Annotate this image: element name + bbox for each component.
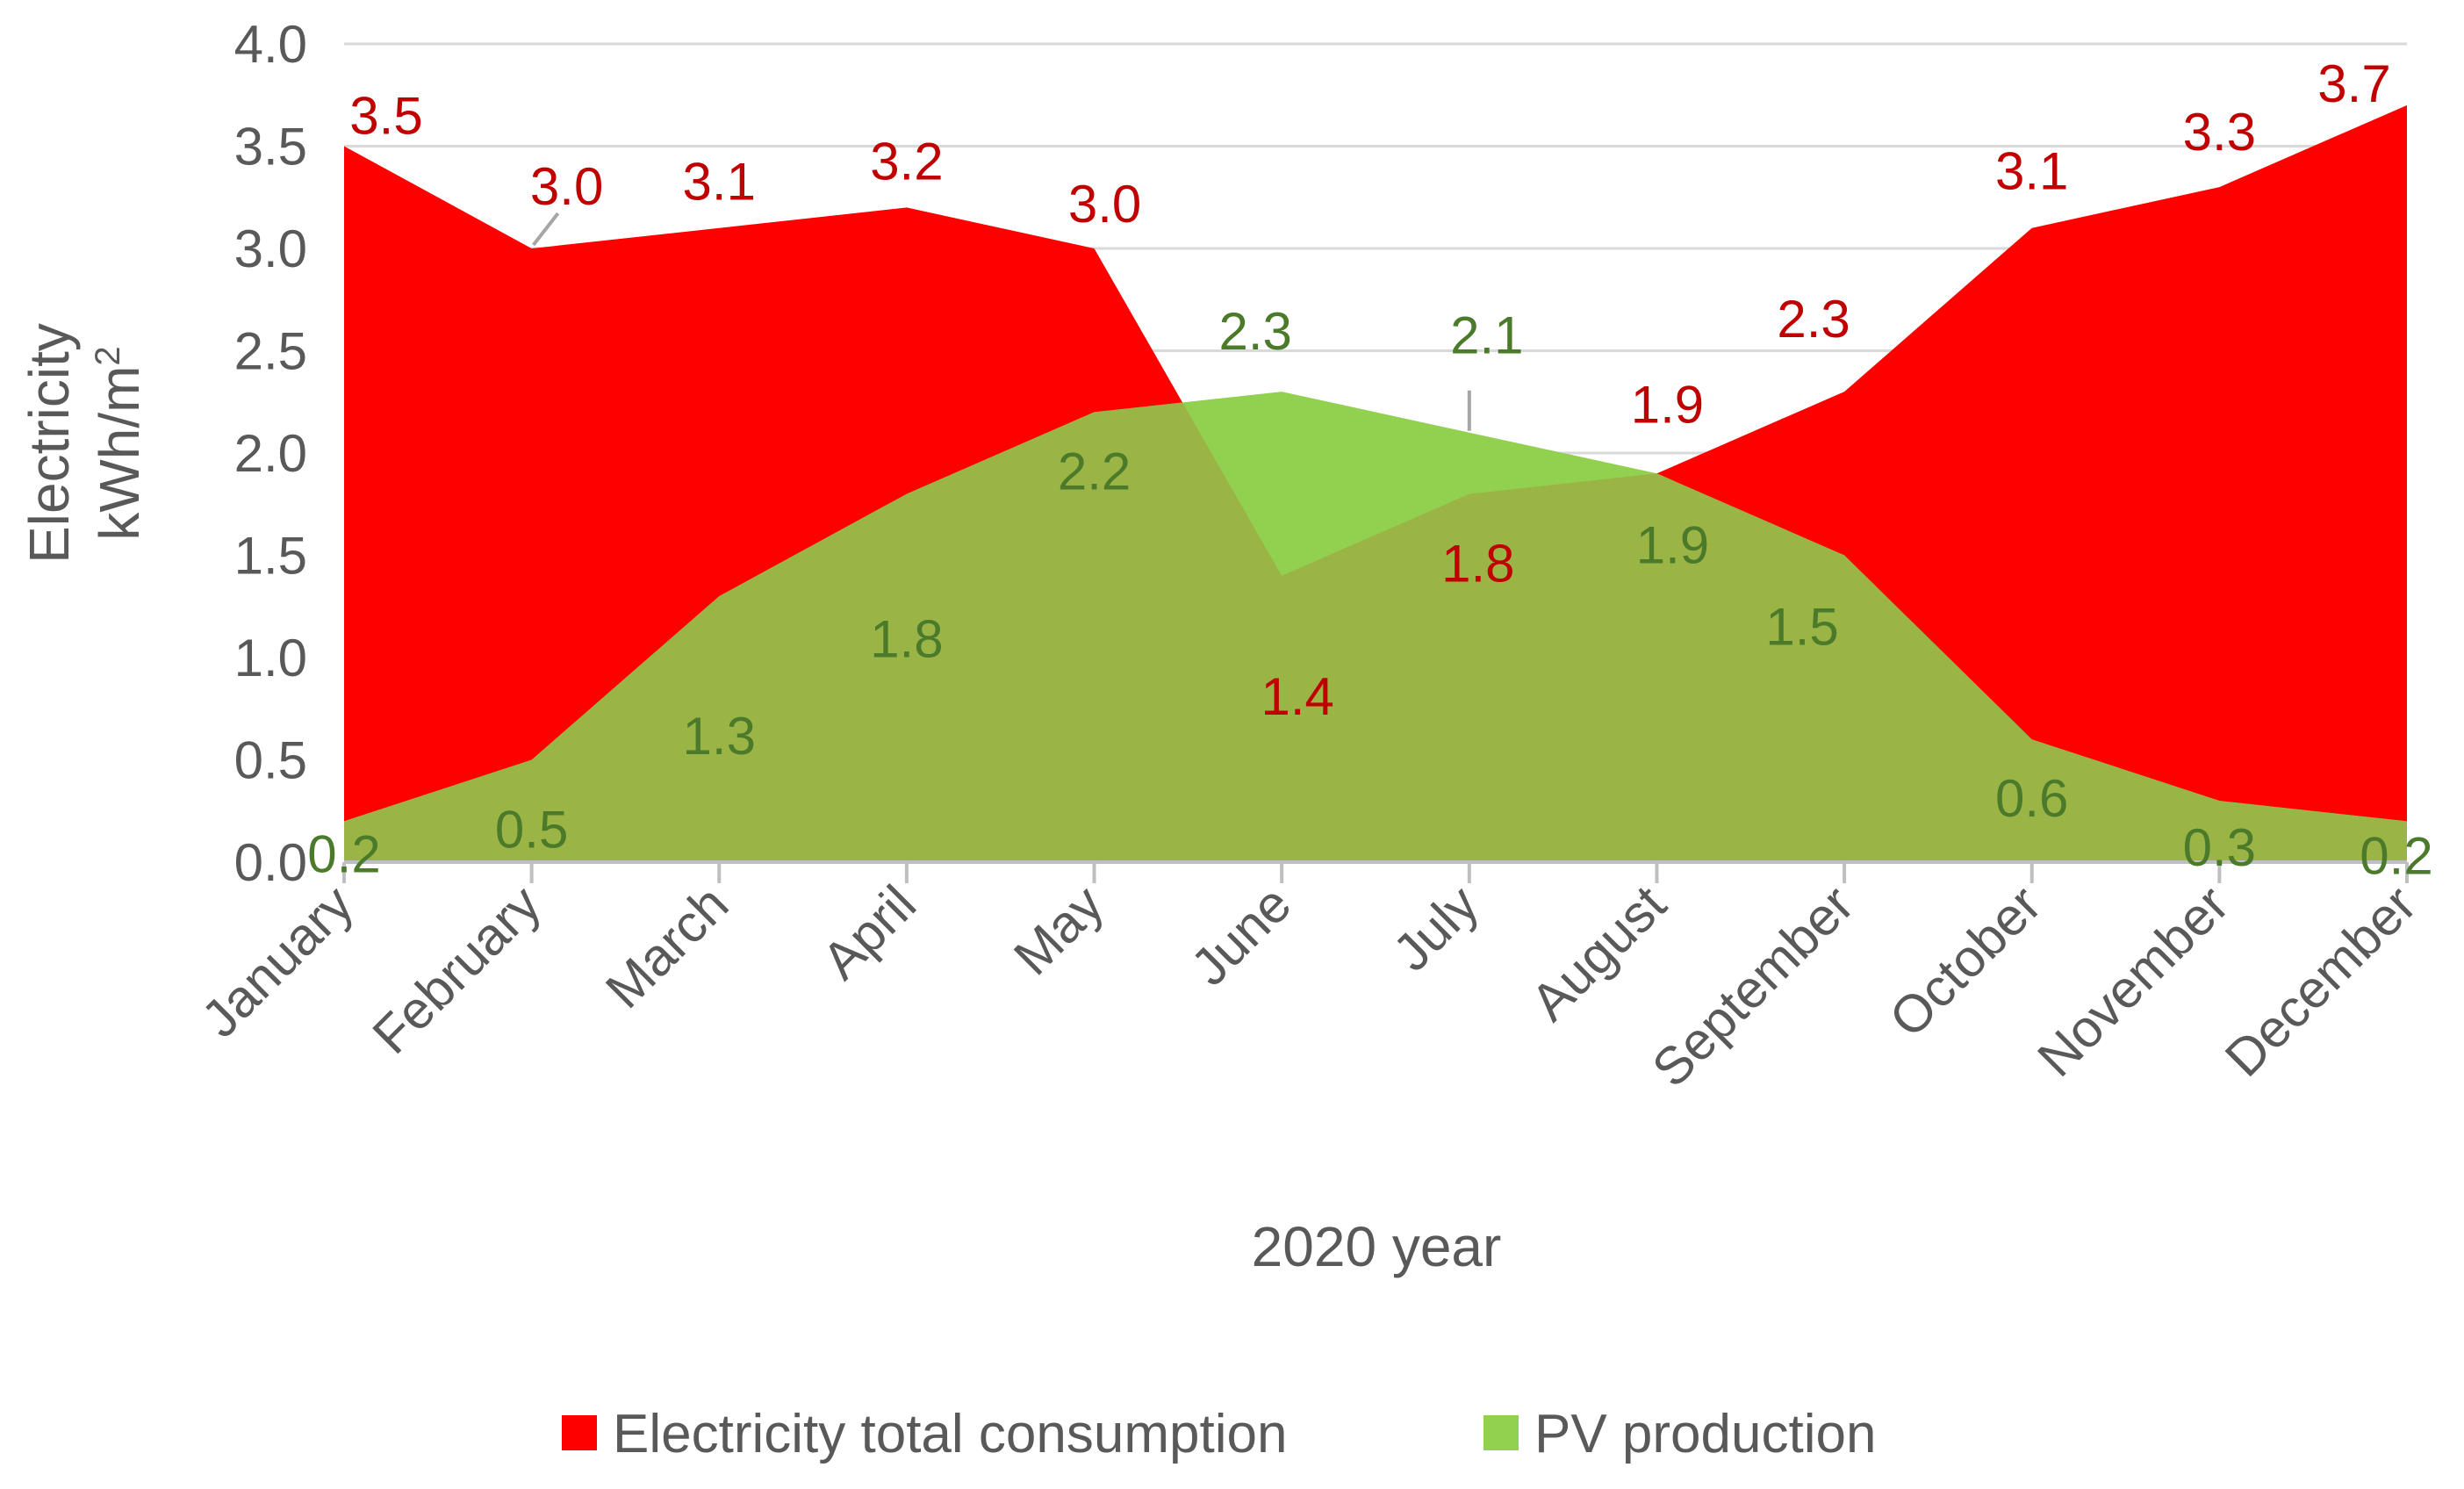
y-tick-label-3.0: 3.0 bbox=[234, 219, 307, 278]
x-tick-label-july: July bbox=[1382, 874, 1490, 982]
y-tick-label-2.0: 2.0 bbox=[234, 424, 307, 483]
data-label-pv-october: 0.6 bbox=[1995, 769, 2068, 828]
legend: Electricity total consumption PV product… bbox=[562, 1404, 1876, 1464]
y-tick-label-2.5: 2.5 bbox=[234, 322, 307, 381]
legend-swatch-electricity bbox=[562, 1415, 597, 1450]
leader-line-february bbox=[532, 212, 560, 247]
x-tick-label-september: September bbox=[1641, 874, 1864, 1098]
data-labels: 3.5 3.0 3.1 3.2 3.0 1.4 1.8 1.9 2.3 3.1 3.3 3.7 0.2 0… bbox=[307, 54, 2432, 886]
x-tick-label-february: February bbox=[362, 874, 552, 1065]
data-label-pv-march: 1.3 bbox=[683, 707, 756, 766]
data-label-consumption-november: 3.3 bbox=[2183, 103, 2256, 162]
data-label-consumption-october: 3.1 bbox=[1995, 142, 2068, 201]
label-leader-lines bbox=[532, 212, 1471, 431]
data-label-pv-april: 1.8 bbox=[870, 610, 943, 669]
y-tick-label-4.0: 4.0 bbox=[234, 15, 307, 74]
axes bbox=[342, 860, 2409, 883]
data-label-pv-february: 0.5 bbox=[495, 801, 568, 860]
y-axis-title-line2: kWh/m2 bbox=[88, 346, 151, 540]
x-tick-label-april: April bbox=[811, 874, 927, 990]
x-axis-title: 2020 year bbox=[1252, 1215, 1502, 1278]
y-axis-unit: kWh/m bbox=[88, 366, 151, 541]
y-tick-label-0.0: 0.0 bbox=[234, 833, 307, 892]
data-label-consumption-december: 3.7 bbox=[2317, 54, 2390, 113]
x-tick-label-october: October bbox=[1879, 874, 2052, 1048]
legend-label-electricity: Electricity total consumption bbox=[613, 1404, 1287, 1464]
y-tick-label-1.0: 1.0 bbox=[234, 629, 307, 687]
data-label-consumption-april: 3.2 bbox=[870, 132, 943, 191]
y-axis-tick-labels: 0.0 0.5 1.0 1.5 2.0 2.5 3.0 3.5 4.0 bbox=[234, 15, 307, 892]
legend-swatch-pv bbox=[1483, 1415, 1519, 1450]
data-label-consumption-august: 1.9 bbox=[1631, 375, 1704, 434]
y-tick-label-0.5: 0.5 bbox=[234, 731, 307, 790]
x-tick-label-march: March bbox=[594, 874, 739, 1019]
data-label-pv-december: 0.2 bbox=[2360, 826, 2432, 885]
data-label-pv-july: 2.1 bbox=[1450, 306, 1523, 365]
data-label-consumption-january: 3.5 bbox=[349, 87, 422, 146]
x-tick-label-december: December bbox=[2214, 874, 2427, 1088]
data-label-pv-may: 2.2 bbox=[1058, 442, 1131, 500]
data-label-pv-june: 2.3 bbox=[1218, 302, 1291, 361]
x-tick-label-may: May bbox=[1002, 874, 1115, 987]
data-label-pv-november: 0.3 bbox=[2183, 818, 2256, 877]
data-label-consumption-september: 2.3 bbox=[1777, 290, 1850, 349]
y-tick-label-1.5: 1.5 bbox=[234, 527, 307, 586]
y-axis-title: Electricity kWh/m2 bbox=[18, 323, 151, 564]
x-tick-label-january: January bbox=[190, 874, 364, 1048]
x-tick-label-august: August bbox=[1519, 874, 1677, 1032]
data-label-pv-january: 0.2 bbox=[307, 824, 380, 883]
data-label-pv-august: 1.9 bbox=[1636, 515, 1709, 574]
legend-label-pv: PV production bbox=[1534, 1404, 1876, 1464]
data-label-consumption-may: 3.0 bbox=[1068, 175, 1141, 234]
data-label-consumption-july: 1.8 bbox=[1441, 535, 1514, 593]
data-label-consumption-february: 3.0 bbox=[530, 157, 603, 216]
data-label-consumption-march: 3.1 bbox=[683, 153, 756, 212]
y-tick-label-3.5: 3.5 bbox=[234, 118, 307, 176]
data-label-pv-september: 1.5 bbox=[1765, 598, 1838, 657]
x-tick-label-november: November bbox=[2026, 874, 2239, 1088]
y-axis-title-line1: Electricity bbox=[18, 323, 81, 564]
data-label-consumption-june: 1.4 bbox=[1261, 667, 1333, 726]
area-overlap bbox=[344, 392, 2407, 862]
x-tick-label-june: June bbox=[1180, 874, 1302, 996]
y-axis-unit-superscript: 2 bbox=[89, 346, 127, 365]
